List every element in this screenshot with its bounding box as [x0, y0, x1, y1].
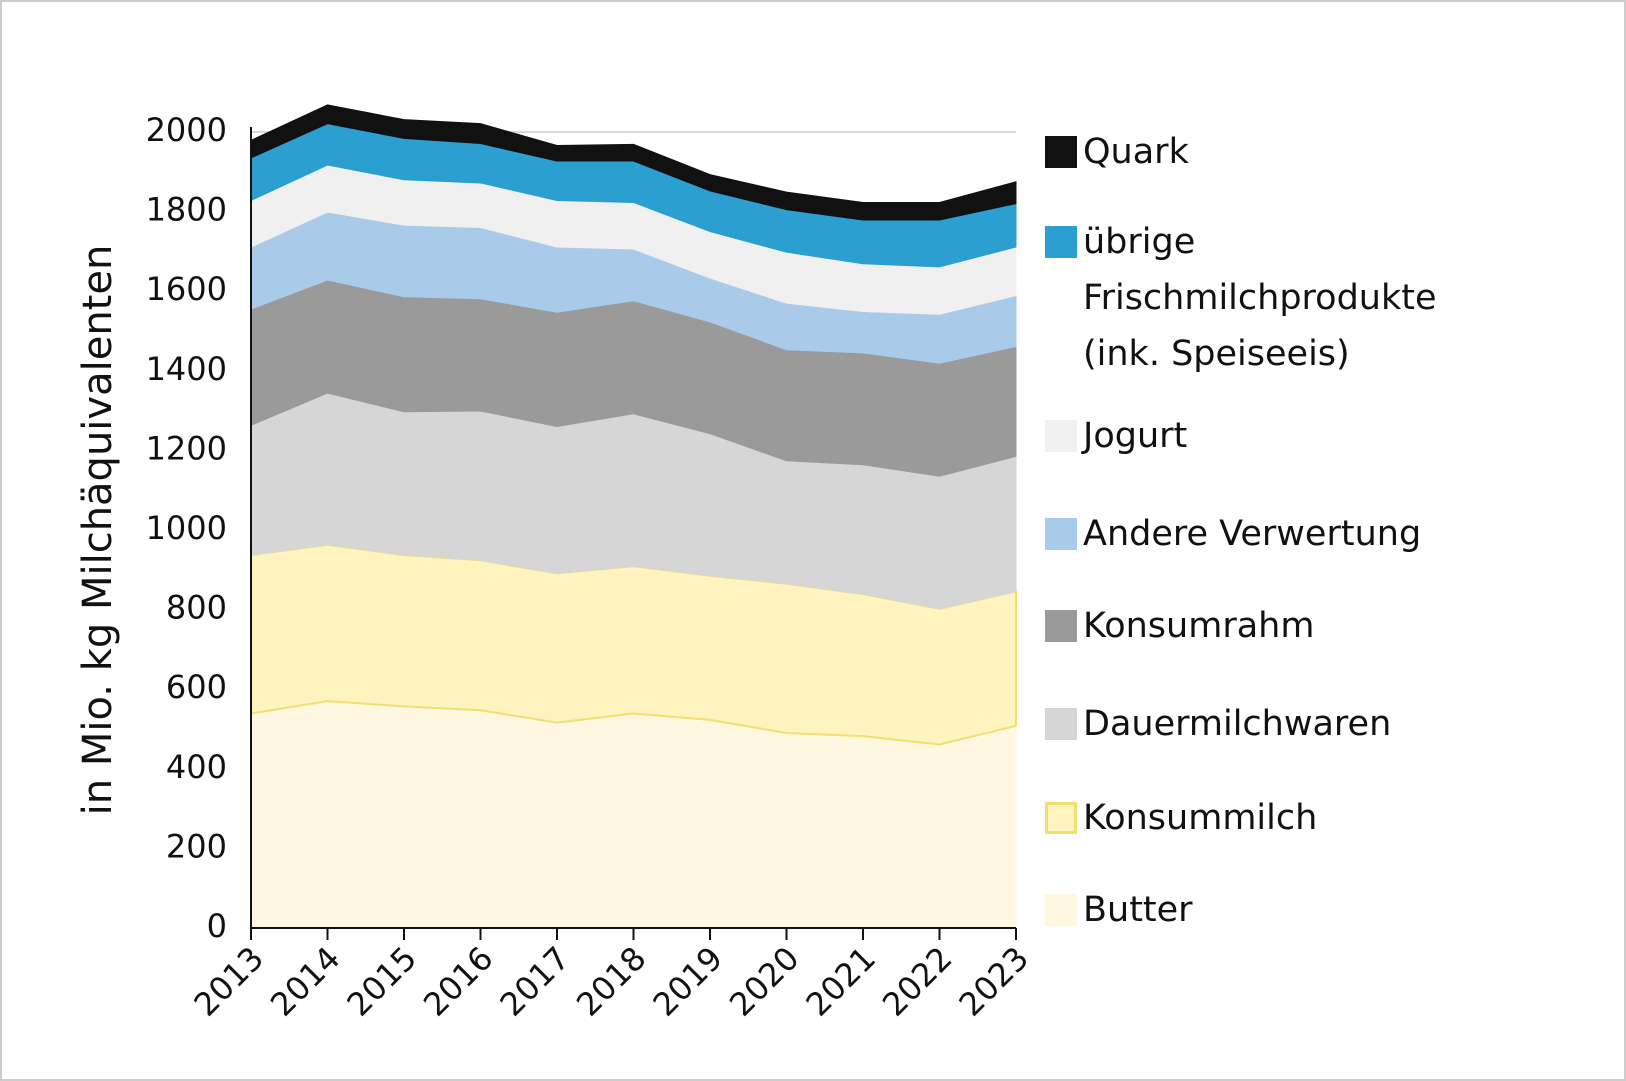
x-tick-label: 2018 — [569, 939, 653, 1023]
legend-swatch — [1045, 420, 1077, 452]
x-tick-label: 2021 — [799, 939, 883, 1023]
legend-label: Andere Verwertung — [1083, 514, 1422, 554]
y-axis-label: in Mio. kg Milchäquivalenten — [75, 245, 121, 816]
y-tick-label: 1600 — [146, 270, 227, 308]
y-tick-label: 600 — [166, 668, 227, 706]
area — [250, 104, 1017, 221]
legend-item: Jogurt — [1045, 408, 1473, 464]
legend-swatch — [1045, 518, 1077, 550]
legend-swatch — [1045, 136, 1077, 168]
legend-swatch — [1045, 894, 1077, 926]
x-tick-label: 2013 — [187, 939, 271, 1023]
y-tick-label: 200 — [166, 827, 227, 865]
y-tick-label: 0 — [207, 907, 227, 945]
y-tick-label: 800 — [166, 589, 227, 627]
legend-item: übrige Frischmilchprodukte (ink. Speisee… — [1045, 214, 1473, 382]
x-tick-label: 2017 — [493, 939, 577, 1023]
x-tick-label: 2014 — [263, 939, 347, 1023]
x-tick-label: 2020 — [722, 939, 806, 1023]
legend-label: Konsummilch — [1083, 798, 1318, 838]
legend-label: Konsumrahm — [1083, 606, 1315, 646]
legend-swatch — [1045, 226, 1077, 258]
legend-label: Jogurt — [1083, 416, 1188, 456]
areas — [250, 104, 1017, 929]
y-tick-label: 1800 — [146, 191, 227, 229]
legend-item: Andere Verwertung — [1045, 506, 1473, 562]
x-tick-label: 2022 — [875, 939, 959, 1023]
legend-item: Konsummilch — [1045, 790, 1473, 846]
legend-swatch — [1045, 708, 1077, 740]
legend-swatch — [1045, 610, 1077, 642]
legend-item: Dauermilchwaren — [1045, 696, 1473, 752]
legend-item: Quark — [1045, 124, 1473, 180]
legend-label: Quark — [1083, 132, 1189, 172]
legend-label: Dauermilchwaren — [1083, 704, 1392, 744]
legend-item: Butter — [1045, 882, 1473, 938]
legend-item: Konsumrahm — [1045, 598, 1473, 654]
y-tick-label: 1400 — [146, 350, 227, 388]
y-tick-label: 1200 — [146, 429, 227, 467]
x-tick-label: 2023 — [952, 939, 1036, 1023]
y-tick-label: 1000 — [146, 509, 227, 547]
y-tick-label: 2000 — [146, 111, 227, 149]
x-tick-label: 2015 — [340, 939, 424, 1023]
x-tick-label: 2016 — [416, 939, 500, 1023]
legend-swatch — [1045, 802, 1077, 834]
legend-label: Butter — [1083, 890, 1193, 930]
x-tick-label: 2019 — [646, 939, 730, 1023]
y-tick-label: 400 — [166, 748, 227, 786]
legend-label: übrige Frischmilchprodukte (ink. Speisee… — [1083, 222, 1437, 374]
